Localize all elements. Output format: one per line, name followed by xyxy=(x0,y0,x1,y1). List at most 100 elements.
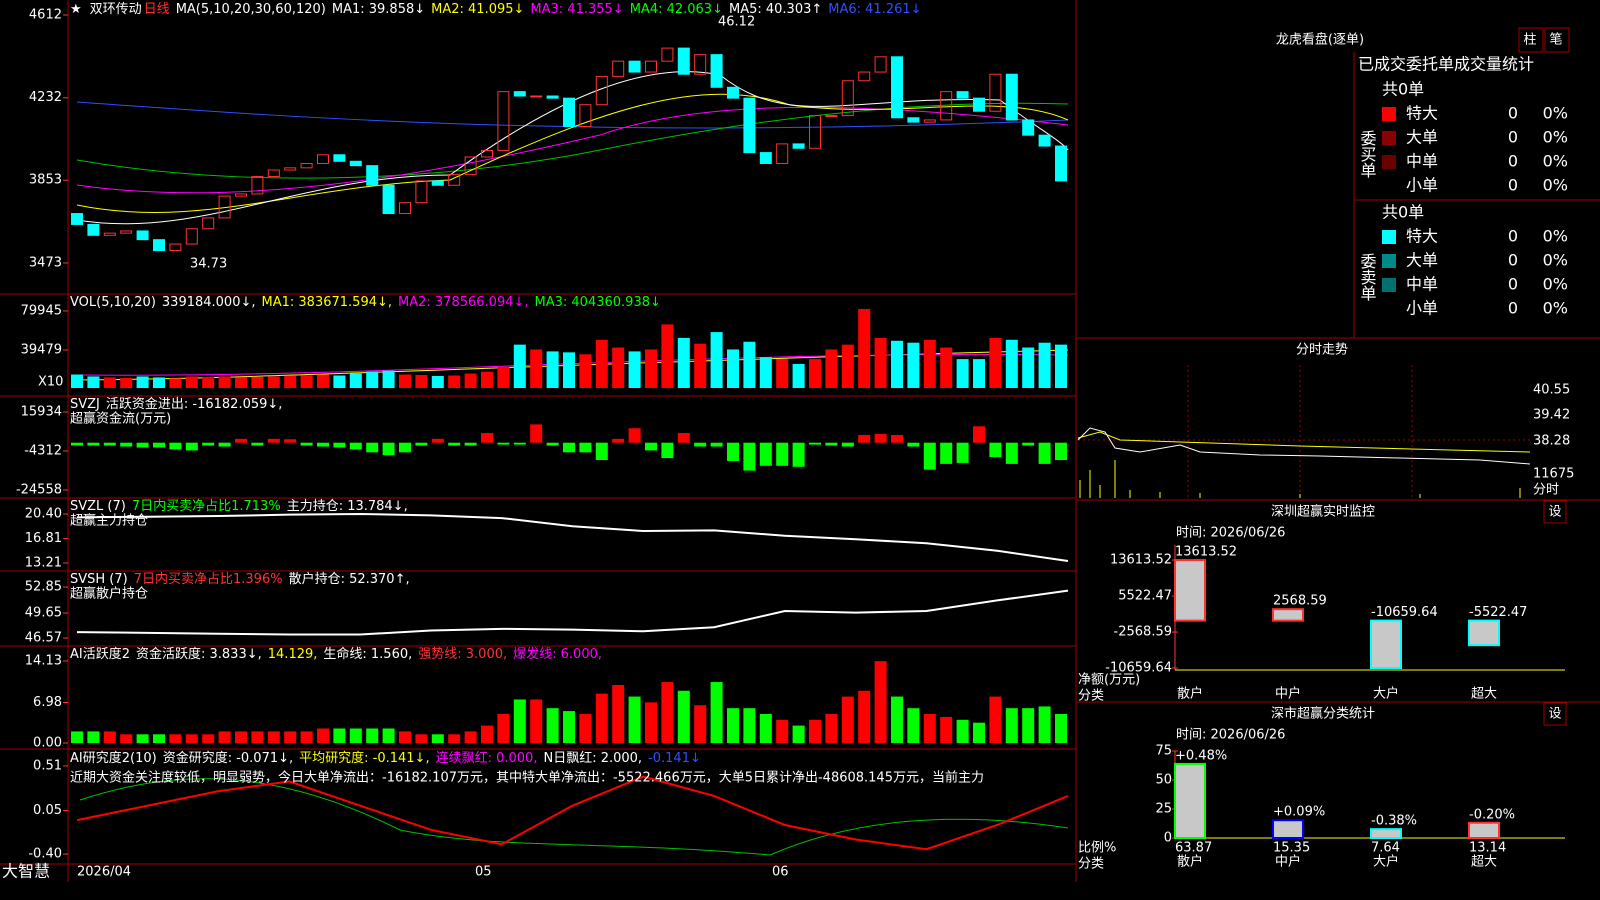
bar xyxy=(235,731,247,744)
panel-text: 设 xyxy=(1548,707,1561,722)
bar xyxy=(1005,708,1018,744)
candle xyxy=(595,75,608,106)
y-tick-label: -4312 xyxy=(24,443,62,458)
panel-text: 分时走势 xyxy=(1296,342,1348,358)
y-tick-label: 46.57 xyxy=(25,631,62,646)
bar xyxy=(1468,821,1500,840)
bar xyxy=(710,682,723,744)
panel-text: 13613.52 xyxy=(1110,553,1172,568)
bar xyxy=(1370,828,1402,839)
candle xyxy=(530,95,543,98)
y-tick-label: 52.85 xyxy=(25,580,62,595)
bar xyxy=(1038,442,1051,464)
bar xyxy=(1055,713,1067,744)
brand: 大智慧 xyxy=(2,862,50,881)
indicator-value: AI活跃度2 xyxy=(70,646,130,662)
panel-text: -10659.64 xyxy=(1371,605,1438,620)
bar xyxy=(513,699,526,744)
bar xyxy=(431,734,444,744)
settings-button[interactable] xyxy=(1543,500,1567,524)
stock-name: 双环传动 xyxy=(90,2,142,17)
candle xyxy=(218,195,231,219)
candle xyxy=(513,91,526,97)
candle xyxy=(185,228,198,245)
panel-text: 小单 xyxy=(1406,176,1438,195)
panel-text: -0.38% xyxy=(1371,814,1417,829)
settings-button[interactable] xyxy=(1543,702,1567,726)
indicator-value: 爆发线: 6.000, xyxy=(513,646,602,662)
bar xyxy=(464,442,477,446)
ma-value: MA(5,10,20,30,60,120) xyxy=(176,2,326,17)
candle xyxy=(809,115,821,149)
candle xyxy=(776,143,789,164)
candle xyxy=(956,91,969,99)
bar xyxy=(645,702,657,744)
intraday-chart xyxy=(1077,365,1531,498)
panel-text: 特大 xyxy=(1406,104,1438,123)
panel-text: -0.20% xyxy=(1469,807,1515,822)
panel-text: -5522.47 xyxy=(1469,605,1527,620)
bar xyxy=(218,442,231,447)
left-panels: ★ 双环传动 日线 MA(5,10,20,30,60,120) MA1: 39.858↓… xyxy=(16,2,1069,880)
candle xyxy=(563,97,575,127)
bar xyxy=(235,438,247,443)
panel-text: 38.28 xyxy=(1533,434,1570,449)
x-tick-label: 06 xyxy=(772,865,789,880)
indicator-value: SVZJ xyxy=(70,397,100,412)
bar xyxy=(153,734,165,744)
candle xyxy=(284,167,297,171)
bar xyxy=(153,377,165,389)
candle xyxy=(759,152,772,164)
bar xyxy=(809,442,821,445)
indicator-value: 339184.000↓, xyxy=(162,295,256,310)
bar xyxy=(727,349,739,389)
bar xyxy=(87,376,100,389)
bar xyxy=(694,442,707,447)
candle xyxy=(1022,119,1035,136)
candle xyxy=(579,104,592,127)
bar xyxy=(858,690,871,744)
research-comment: 近期大资金关注度较低，明显弱势，今日大单净流出：-16182.107万元，其中特… xyxy=(70,770,984,786)
bar xyxy=(481,371,493,389)
candle xyxy=(743,97,756,154)
bar xyxy=(497,366,510,389)
candle xyxy=(251,176,264,195)
candle xyxy=(153,239,165,252)
bar xyxy=(136,734,149,744)
bar xyxy=(956,359,969,389)
annotation: 46.12 xyxy=(718,15,755,30)
indicator-value: MA3: 404360.938↓ xyxy=(535,295,661,310)
tab-button[interactable] xyxy=(1518,27,1544,53)
bar xyxy=(841,442,854,447)
panel-text: 散户 xyxy=(1177,854,1203,870)
bar xyxy=(464,731,477,744)
candle xyxy=(103,232,116,236)
bar xyxy=(923,339,936,389)
bar xyxy=(661,324,674,389)
bar xyxy=(907,442,920,447)
y-tick-label: -24558 xyxy=(16,482,62,497)
y-tick-label: 3473 xyxy=(29,255,62,270)
panel-text: 分时 xyxy=(1533,483,1559,498)
bar xyxy=(563,352,575,389)
bar xyxy=(251,731,264,744)
side-label: 委卖单 xyxy=(1358,253,1377,301)
indicator-header: SVZL (7) 7日内买卖净占比1.713% 主力持仓: 13.784↓, xyxy=(70,498,408,514)
candle xyxy=(1005,73,1018,121)
indicator-subtitle: 超赢主力持仓 xyxy=(70,513,148,529)
candle xyxy=(923,119,936,123)
color-swatch xyxy=(1382,107,1396,121)
panel-text: 深圳超赢实时监控 xyxy=(1271,504,1375,520)
color-swatch xyxy=(1382,131,1396,145)
bar xyxy=(595,442,608,461)
bar xyxy=(579,354,592,389)
candle xyxy=(448,173,461,186)
candle xyxy=(628,60,641,73)
bar xyxy=(661,442,674,459)
bar xyxy=(1022,347,1035,389)
tab-button[interactable] xyxy=(1544,27,1570,53)
panel-text: 小单 xyxy=(1406,299,1438,318)
indicator-subtitle: 超赢资金流(万元) xyxy=(70,411,171,427)
panel-text: 50 xyxy=(1155,773,1172,788)
